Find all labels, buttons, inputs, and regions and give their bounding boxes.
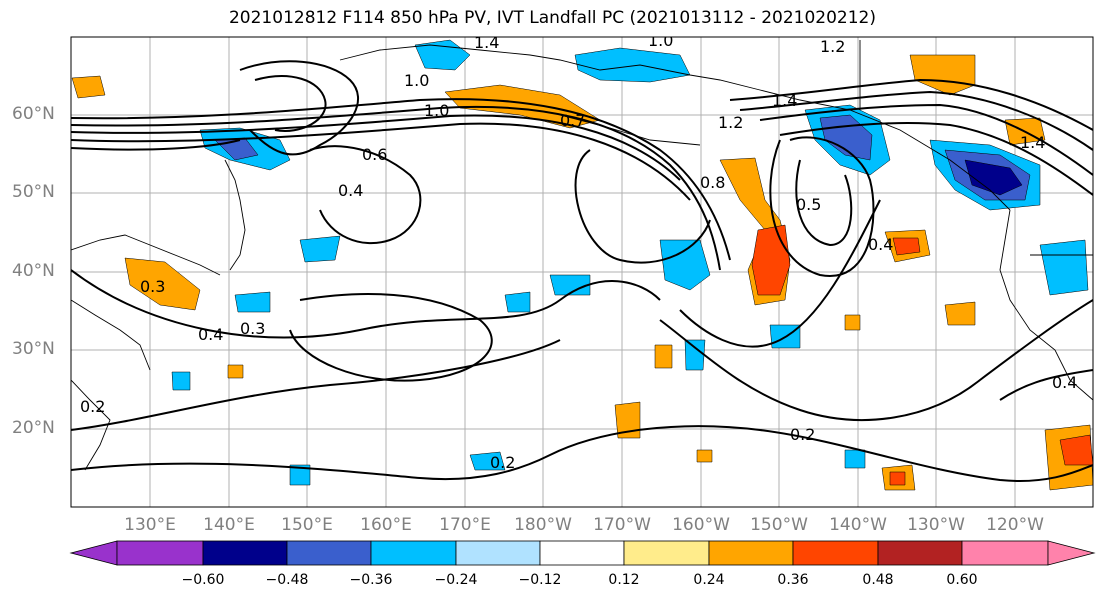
contour-label: 0.5 — [796, 195, 821, 214]
contour-label: 0.2 — [80, 397, 105, 416]
contour-label: 0.7 — [560, 111, 585, 130]
shade-pos — [889, 471, 906, 486]
contour-label: 1.4 — [1020, 133, 1045, 152]
shade-neg — [574, 47, 691, 83]
lon-label: 130°E — [124, 515, 176, 535]
contour-label: 0.4 — [198, 325, 223, 344]
lon-label: 160°E — [360, 515, 412, 535]
shade-pos — [892, 237, 921, 256]
colorbar-bin — [455, 540, 541, 566]
contour-label: 1.4 — [474, 33, 499, 52]
lon-label: 140°E — [203, 515, 255, 535]
contour-label: 1.2 — [718, 113, 743, 132]
contour-label: 0.8 — [700, 173, 725, 192]
shade-neg — [504, 291, 531, 313]
lat-label: 50°N — [12, 182, 55, 202]
shade-neg — [234, 291, 271, 313]
shade-neg — [299, 235, 341, 263]
colorbar-bin — [792, 540, 879, 566]
colorbar-tick-label: 0.12 — [608, 572, 640, 588]
colorbar-bin — [539, 540, 625, 566]
colorbar-bin — [286, 540, 372, 566]
map-content: 1.4 1.0 1.2 1.0 1.0 0.7 0.6 0.4 1.4 1.2 … — [71, 31, 1093, 507]
contour-label: 0.4 — [868, 235, 893, 254]
lon-label: 180°W — [514, 515, 572, 535]
shade-neg — [964, 159, 1023, 196]
contour-label: 0.6 — [362, 145, 387, 164]
contour-label: 1.4 — [772, 91, 797, 110]
contour-label: 1.0 — [648, 31, 673, 50]
shade-neg — [549, 274, 591, 296]
colorbar-tick-label: −0.60 — [181, 572, 225, 588]
colorbar-tick-label: −0.24 — [434, 572, 478, 588]
shade-neg — [844, 449, 866, 469]
contour-label: 1.2 — [820, 37, 845, 56]
colorbar-bin — [116, 540, 204, 566]
shade-neg — [659, 239, 711, 291]
contour-label: 1.0 — [424, 101, 449, 120]
lon-label: 170°W — [593, 515, 651, 535]
colorbar-arrow-left — [69, 540, 118, 566]
shade-pos — [844, 314, 861, 331]
colorbar-bin — [708, 540, 794, 566]
colorbar-tick-label: 0.48 — [862, 572, 894, 588]
shade-pos — [71, 75, 106, 99]
lon-label: 160°W — [672, 515, 730, 535]
colorbar-bin — [623, 540, 710, 566]
shade-pos — [696, 449, 713, 463]
colorbar-bin — [961, 540, 1049, 566]
shade-pos — [124, 257, 201, 311]
lon-label: 150°W — [750, 515, 808, 535]
colorbar-arrow-right — [1047, 540, 1096, 566]
lon-label: 120°W — [986, 515, 1044, 535]
shade-neg — [469, 451, 506, 471]
contour-label: 1.0 — [404, 71, 429, 90]
shade-pos — [751, 224, 791, 296]
lat-label: 20°N — [12, 418, 55, 438]
contour-label: 0.4 — [338, 181, 363, 200]
colorbar-tick-label: −0.36 — [349, 572, 393, 588]
contour-labels: 1.4 1.0 1.2 1.0 1.0 0.7 0.6 0.4 1.4 1.2 … — [80, 31, 1077, 472]
map-title: 2021012812 F114 850 hPa PV, IVT Landfall… — [228, 8, 876, 28]
shade-pos — [944, 301, 976, 326]
lat-label: 30°N — [12, 339, 55, 359]
colorbar-tick-label: −0.48 — [265, 572, 309, 588]
contour-label: 0.3 — [140, 277, 165, 296]
shade-pos — [444, 84, 601, 129]
lon-label: 130°W — [907, 515, 965, 535]
shade-neg — [289, 464, 311, 486]
lat-label: 60°N — [12, 104, 55, 124]
shade-pos — [1059, 434, 1093, 466]
contour-label: 0.3 — [240, 319, 265, 338]
pv-shading — [71, 39, 1093, 491]
lat-label: 40°N — [12, 261, 55, 281]
contour-label: 0.2 — [490, 453, 515, 472]
lon-label: 170°E — [439, 515, 491, 535]
contour-label: 0.2 — [790, 425, 815, 444]
shade-neg — [171, 371, 191, 391]
shade-pos — [909, 54, 976, 96]
colorbar-tick-label: −0.12 — [518, 572, 562, 588]
lon-label: 140°W — [829, 515, 887, 535]
colorbar-bin — [202, 540, 288, 566]
shade-pos — [614, 401, 641, 439]
shade-neg — [1039, 239, 1089, 296]
shade-pos — [654, 344, 673, 369]
colorbar-tick-label: 0.36 — [777, 572, 809, 588]
colorbar-tick-label: 0.24 — [693, 572, 725, 588]
shade-neg — [684, 339, 706, 371]
colorbar-bin — [370, 540, 457, 566]
colorbar-tick-label: 0.60 — [946, 572, 978, 588]
map-frame-border — [70, 36, 1094, 508]
colorbar-bin — [877, 540, 963, 566]
shade-pos — [227, 364, 244, 379]
lon-label: 150°E — [281, 515, 333, 535]
pv-contours — [71, 60, 1093, 482]
colorbar — [69, 540, 1096, 566]
contour-label: 0.4 — [1052, 373, 1077, 392]
